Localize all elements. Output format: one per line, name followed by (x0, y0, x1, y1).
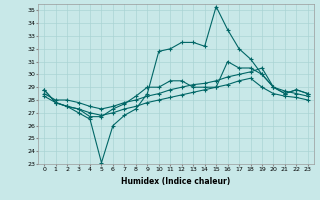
X-axis label: Humidex (Indice chaleur): Humidex (Indice chaleur) (121, 177, 231, 186)
